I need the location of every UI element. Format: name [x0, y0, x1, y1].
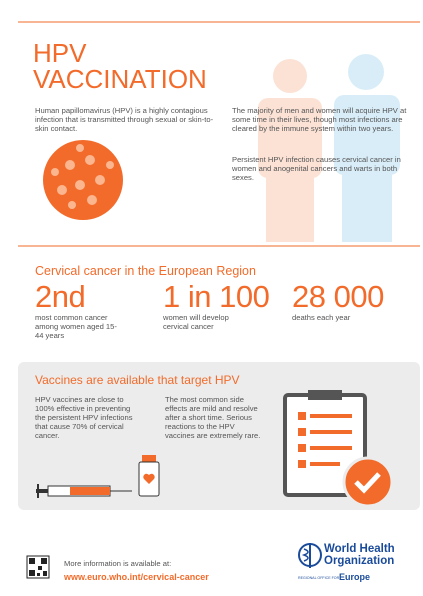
stat-caption: deaths each year	[292, 313, 392, 322]
intro-text: Human papillomavirus (HPV) is a highly c…	[35, 106, 215, 133]
stat-figure: 28 000	[292, 281, 384, 312]
fact-text: The majority of men and women will acqui…	[232, 106, 412, 133]
vaccines-text: The most common side effects are mild an…	[165, 395, 265, 440]
logo-region: Europe	[339, 572, 370, 582]
people-illustration	[258, 54, 400, 242]
stat-caption: most common cancer among women aged 15-4…	[35, 313, 125, 340]
vial-icon	[139, 455, 159, 496]
virus-illustration	[43, 140, 123, 220]
info-link[interactable]: www.euro.who.int/cervical-cancer	[64, 573, 209, 582]
stat-caption: women will develop cervical cancer	[163, 313, 253, 331]
logo-office: REGIONAL OFFICE FOR	[298, 575, 339, 581]
vaccines-heading: Vaccines are available that target HPV	[35, 373, 240, 387]
qr-code	[27, 556, 49, 578]
page: HPV VACCINATION Human papillomavirus (HP…	[0, 0, 423, 596]
vaccines-text: HPV vaccines are close to 100% effective…	[35, 395, 135, 440]
stat-figure: 1 in 100	[163, 281, 269, 312]
logo-text: World Health	[324, 543, 395, 555]
title-line: HPV	[33, 40, 86, 66]
more-info: More information is available at:	[64, 559, 171, 568]
stat-figure: 2nd	[35, 281, 85, 312]
who-emblem	[299, 543, 321, 568]
stats-heading: Cervical cancer in the European Region	[35, 264, 256, 278]
title-line: VACCINATION	[33, 66, 207, 92]
fact-text: Persistent HPV infection causes cervical…	[232, 155, 417, 182]
logo-text: Organization	[324, 555, 394, 567]
